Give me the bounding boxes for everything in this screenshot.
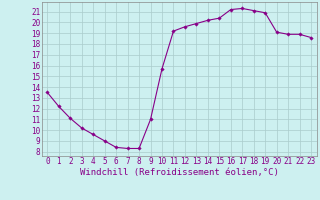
X-axis label: Windchill (Refroidissement éolien,°C): Windchill (Refroidissement éolien,°C) <box>80 168 279 177</box>
